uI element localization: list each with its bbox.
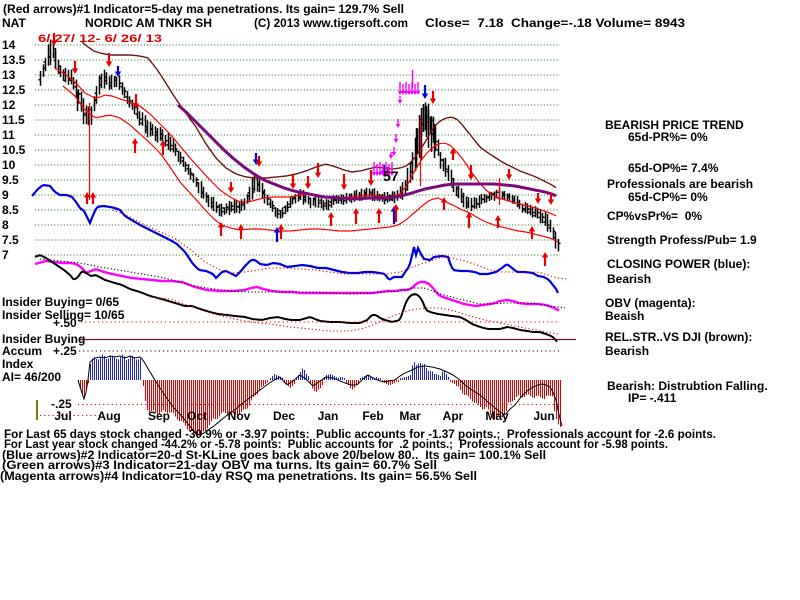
svg-text:Mar: Mar — [399, 409, 421, 423]
svg-text:Feb: Feb — [362, 409, 383, 423]
svg-text:NAT: NAT — [2, 16, 26, 30]
svg-text:57: 57 — [383, 168, 399, 184]
svg-text:Bearish: Bearish — [605, 344, 649, 358]
svg-text:(Magenta arrows)#4 Indicator=1: (Magenta arrows)#4 Indicator=10-day RSQ … — [0, 469, 477, 483]
svg-text:7.5: 7.5 — [2, 233, 19, 247]
svg-text:8: 8 — [2, 218, 9, 232]
svg-text:NORDIC AM TNKR SH: NORDIC AM TNKR SH — [85, 16, 212, 30]
svg-text:6/ 27/ 12- 6/ 26/ 13: 6/ 27/ 12- 6/ 26/ 13 — [38, 33, 162, 45]
svg-text:+.25: +.25 — [53, 344, 77, 358]
svg-text:Professionals are bearish: Professionals are bearish — [607, 177, 753, 191]
svg-text:8.5: 8.5 — [2, 203, 19, 217]
svg-text:For Last year stock changed -4: For Last year stock changed -44.2% or -5… — [4, 437, 668, 451]
svg-text:Dec: Dec — [273, 409, 295, 423]
svg-text:12.5: 12.5 — [2, 83, 26, 97]
svg-text:Bearish: Distrubtion Falling.: Bearish: Distrubtion Falling. — [607, 379, 768, 393]
svg-text:-.25: -.25 — [51, 397, 72, 411]
svg-text:Nov: Nov — [228, 409, 251, 423]
svg-text:65d-OP%= 7.4%: 65d-OP%= 7.4% — [628, 161, 719, 175]
svg-text:Aug: Aug — [97, 409, 120, 423]
svg-text:IP= -.411: IP= -.411 — [628, 391, 677, 405]
svg-text:14: 14 — [2, 38, 16, 52]
svg-text:CLOSING POWER (blue):: CLOSING POWER (blue): — [607, 257, 750, 271]
svg-text:OBV (magenta):: OBV (magenta): — [605, 296, 696, 310]
svg-text:13: 13 — [2, 68, 16, 82]
svg-text:Jun: Jun — [533, 409, 554, 423]
svg-text:Close= 7.18 Change=-.18 Volu: Close= 7.18 Change=-.18 Volume= 8943 — [425, 16, 685, 30]
svg-text:Jul: Jul — [54, 409, 71, 423]
svg-text:9.5: 9.5 — [2, 173, 19, 187]
svg-text:Sep: Sep — [148, 409, 170, 423]
svg-text:+.50: +.50 — [53, 316, 77, 330]
svg-text:For Last 65 days stock changed: For Last 65 days stock changed -30.9% or… — [4, 427, 716, 441]
svg-text:CP%vsPr%= 0%: CP%vsPr%= 0% — [607, 209, 702, 223]
svg-text:13.5: 13.5 — [2, 53, 26, 67]
svg-text:65d-CP%= 0%: 65d-CP%= 0% — [628, 190, 708, 204]
svg-text:9: 9 — [2, 188, 9, 202]
svg-text:10.5: 10.5 — [2, 143, 26, 157]
svg-text:(Blue arrows)#2 Indicator=20-d: (Blue arrows)#2 Indicator=20-d St-KLine … — [2, 448, 546, 462]
svg-text:Index: Index — [2, 357, 34, 371]
svg-text:11.5: 11.5 — [2, 113, 25, 127]
svg-text:Apr: Apr — [443, 409, 464, 423]
svg-text:Strength Profess/Pub= 1.9: Strength Profess/Pub= 1.9 — [607, 233, 757, 247]
svg-text:7: 7 — [2, 248, 9, 262]
svg-text:Oct: Oct — [187, 409, 207, 423]
svg-text:(Green arrows)#3 Indicator=21-: (Green arrows)#3 Indicator=21-day OBV ma… — [2, 458, 437, 472]
svg-text:Insider Selling= 10/65: Insider Selling= 10/65 — [2, 308, 125, 322]
svg-text:Accum: Accum — [2, 344, 42, 358]
svg-text:AI= 46/200: AI= 46/200 — [2, 370, 61, 384]
svg-text:(Red arrows)#1 Indicator=5-day: (Red arrows)#1 Indicator=5-day ma penetr… — [3, 2, 404, 16]
svg-text:Insider Buying= 0/65: Insider Buying= 0/65 — [2, 295, 119, 309]
svg-text:REL.STR..VS DJI (brown):: REL.STR..VS DJI (brown): — [605, 330, 752, 344]
svg-text:Insider Buying: Insider Buying — [2, 332, 85, 346]
svg-text:10: 10 — [2, 158, 16, 172]
svg-text:Bearish: Bearish — [607, 272, 651, 286]
svg-text:65d-PR%= 0%: 65d-PR%= 0% — [628, 130, 708, 144]
svg-text:May: May — [485, 409, 509, 423]
svg-text:Jan: Jan — [318, 409, 339, 423]
svg-text:12: 12 — [2, 98, 16, 112]
svg-text:(C) 2013 www.tigersoft.com: (C) 2013 www.tigersoft.com — [254, 16, 408, 30]
svg-text:11: 11 — [2, 128, 15, 142]
svg-text:BEARISH PRICE TREND: BEARISH PRICE TREND — [605, 118, 744, 132]
svg-text:Beaish: Beaish — [605, 309, 644, 323]
